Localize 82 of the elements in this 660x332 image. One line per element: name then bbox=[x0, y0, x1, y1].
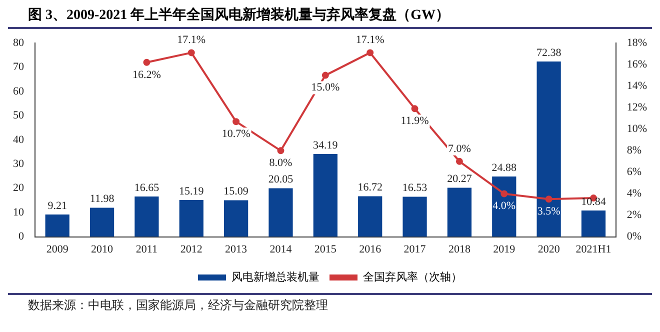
bar bbox=[134, 196, 159, 237]
point bbox=[143, 58, 150, 66]
x-tick-label: 2012 bbox=[180, 243, 202, 256]
data-label: 72.38 bbox=[536, 46, 562, 59]
x-tick-label: 2013 bbox=[225, 243, 248, 256]
x-tick-label: 2015 bbox=[314, 243, 337, 256]
data-label: 3.5% bbox=[537, 206, 560, 218]
y2-tick-label: 2% bbox=[626, 209, 642, 222]
data-label: 15.19 bbox=[179, 185, 204, 198]
data-label: 11.9% bbox=[400, 115, 429, 128]
data-label: 4.0% bbox=[492, 200, 516, 212]
data-label: 11.98 bbox=[90, 193, 115, 206]
y-tick-label: 70 bbox=[13, 61, 24, 74]
data-label: 34.19 bbox=[313, 139, 338, 152]
x-tick-label: 2014 bbox=[270, 243, 292, 256]
x-tick-label: 2020 bbox=[538, 243, 560, 256]
bar bbox=[536, 61, 561, 237]
point bbox=[277, 147, 284, 154]
y-tick-label: 80 bbox=[13, 36, 24, 49]
bar bbox=[90, 208, 114, 237]
y2-tick-label: 0% bbox=[626, 230, 642, 243]
x-tick-label: 2017 bbox=[404, 243, 426, 256]
data-label: 7.0% bbox=[448, 142, 471, 155]
y-tick-label: 20 bbox=[13, 182, 24, 194]
bar bbox=[179, 200, 204, 237]
y2-tick-label: 10% bbox=[626, 123, 648, 136]
x-tick-label: 2010 bbox=[91, 243, 114, 256]
y-tick-label: 60 bbox=[13, 85, 24, 98]
bar bbox=[581, 210, 606, 237]
source-note: 数据来源：中电联，国家能源局，经济与金融研究院整理 bbox=[8, 293, 652, 314]
point bbox=[545, 196, 552, 203]
legend-label: 风电新增总装机量 bbox=[232, 270, 320, 284]
y2-tick-label: 4% bbox=[626, 188, 642, 200]
y2-tick-label: 6% bbox=[626, 166, 642, 178]
x-tick-label: 2011 bbox=[136, 243, 158, 256]
y2-tick-label: 18% bbox=[626, 36, 648, 49]
bar bbox=[224, 200, 248, 237]
point bbox=[456, 158, 463, 165]
data-label: 16.53 bbox=[402, 182, 428, 194]
y-tick-label: 40 bbox=[13, 134, 24, 146]
data-label: 24.88 bbox=[492, 162, 518, 174]
data-label: 16.65 bbox=[134, 182, 160, 194]
data-label: 17.1% bbox=[177, 34, 206, 46]
point bbox=[500, 190, 508, 198]
point bbox=[188, 49, 195, 56]
data-label: 10.84 bbox=[581, 196, 606, 208]
point bbox=[366, 49, 374, 56]
data-label: 16.2% bbox=[132, 68, 161, 81]
legend-label: 全国弃风率（次轴） bbox=[363, 270, 462, 284]
x-tick-label: 2018 bbox=[448, 243, 471, 256]
x-tick-label: 2016 bbox=[359, 243, 382, 256]
bar bbox=[492, 176, 516, 237]
point bbox=[232, 118, 240, 126]
data-label: 15.09 bbox=[224, 186, 249, 198]
y2-tick-label: 16% bbox=[626, 58, 648, 70]
bar bbox=[447, 188, 472, 237]
data-label: 20.27 bbox=[447, 173, 472, 186]
y2-tick-label: 14% bbox=[626, 80, 648, 92]
x-tick-label: 2019 bbox=[493, 243, 516, 256]
data-label: 16.72 bbox=[358, 182, 382, 194]
x-tick-label: 2021H1 bbox=[576, 243, 612, 256]
data-label: 17.1% bbox=[356, 34, 384, 46]
data-label: 20.05 bbox=[268, 174, 294, 186]
bar bbox=[268, 188, 293, 237]
bar bbox=[402, 196, 427, 237]
y-tick-label: 10 bbox=[13, 206, 24, 218]
y2-tick-label: 8% bbox=[626, 144, 642, 157]
y-tick-label: 30 bbox=[13, 158, 24, 170]
point bbox=[322, 72, 329, 79]
y2-tick-label: 12% bbox=[626, 101, 648, 114]
bar bbox=[45, 214, 70, 237]
bar bbox=[313, 154, 338, 237]
data-label: 15.0% bbox=[311, 82, 340, 94]
x-tick-label: 2009 bbox=[46, 243, 69, 256]
y-tick-label: 0 bbox=[18, 230, 24, 243]
y-tick-label: 50 bbox=[13, 110, 24, 122]
data-label: 9.21 bbox=[48, 200, 67, 212]
data-label: 10.7% bbox=[222, 128, 250, 140]
point bbox=[411, 105, 418, 112]
bar bbox=[358, 196, 382, 237]
data-label: 8.0% bbox=[269, 157, 292, 170]
chart-title: 图 3、2009-2021 年上半年全国风电新增装机量与弃风率复盘（GW） bbox=[8, 0, 652, 29]
